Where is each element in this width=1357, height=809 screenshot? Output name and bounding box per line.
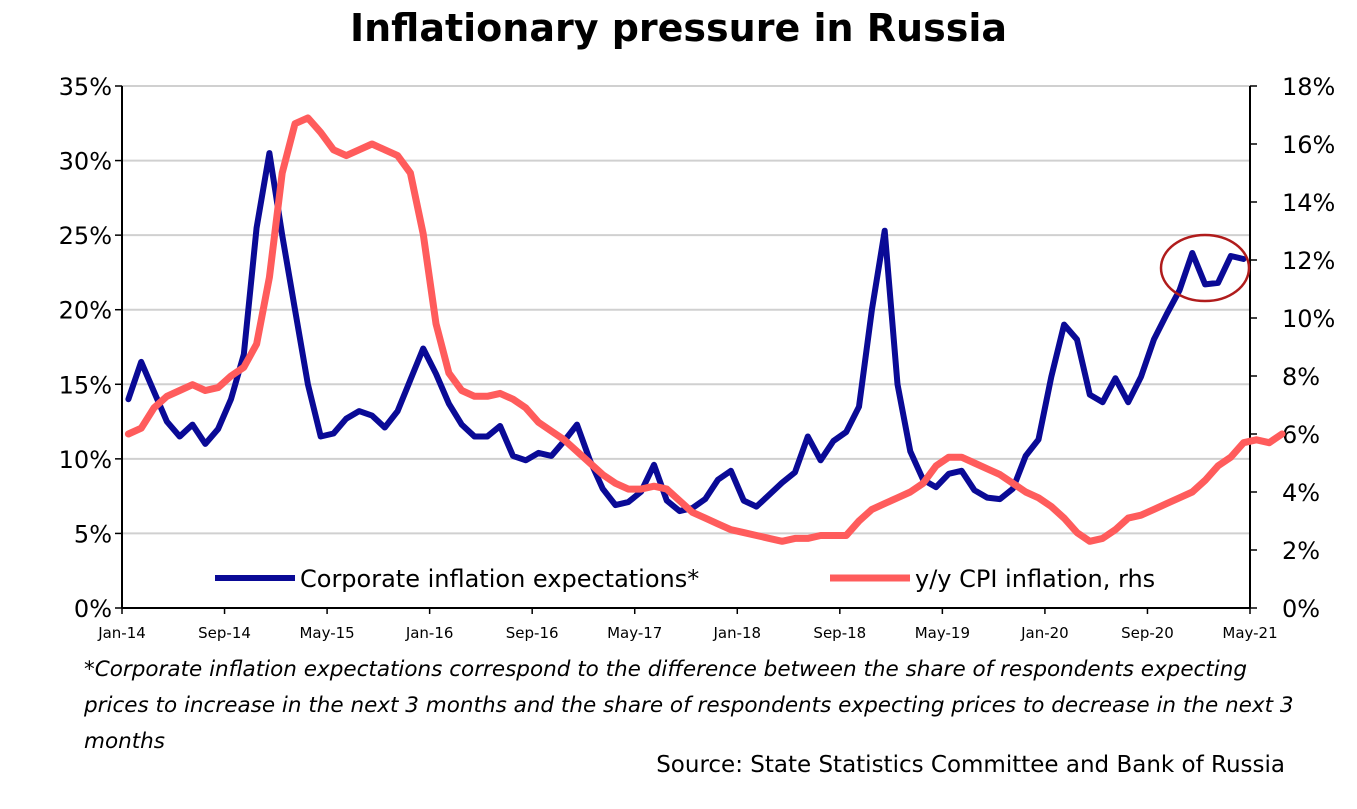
right-tick-label: 10% (1282, 305, 1335, 333)
highlight-circle (1159, 233, 1251, 303)
legend-label-cpi: y/y CPI inflation, rhs (915, 565, 1155, 593)
x-tick-label: May-19 (915, 624, 970, 642)
x-tick-label: Sep-14 (198, 624, 251, 642)
right-tick-label: 8% (1282, 363, 1320, 391)
right-tick-label: 2% (1282, 537, 1320, 565)
right-tick-label: 16% (1282, 131, 1335, 159)
x-tick-label: Jan-20 (1020, 624, 1069, 642)
source-note: Source: State Statistics Committee and B… (656, 752, 1285, 778)
right-tick-label: 4% (1282, 479, 1320, 507)
x-tick-label: May-15 (299, 624, 354, 642)
left-tick-label: 15% (59, 371, 112, 399)
left-tick-label: 0% (74, 595, 112, 623)
x-tick-label: Jan-16 (405, 624, 454, 642)
left-tick-label: 20% (59, 297, 112, 325)
right-tick-label: 12% (1282, 247, 1335, 275)
left-tick-label: 25% (59, 222, 112, 250)
x-tick-label: Jan-18 (712, 624, 761, 642)
right-tick-label: 14% (1282, 189, 1335, 217)
left-tick-label: 5% (74, 520, 112, 548)
x-tick-label: May-21 (1222, 624, 1277, 642)
right-tick-label: 0% (1282, 595, 1320, 623)
series-corporate-expectations-line (125, 150, 1247, 515)
right-tick-label: 18% (1282, 73, 1335, 101)
left-tick-label: 30% (59, 148, 112, 176)
series-cpi-inflation-line (124, 114, 1286, 545)
right-tick-label: 6% (1282, 421, 1320, 449)
left-tick-label: 35% (59, 73, 112, 101)
x-tick-label: Sep-16 (506, 624, 559, 642)
footnote: *Corporate inflation expectations corres… (84, 657, 1294, 754)
x-tick-label: May-17 (607, 624, 662, 642)
x-tick-label: Sep-20 (1121, 624, 1174, 642)
x-tick-label: Jan-14 (97, 624, 146, 642)
left-tick-label: 10% (59, 446, 112, 474)
legend-background (205, 555, 1205, 599)
legend-label-corporate: Corporate inflation expectations* (300, 565, 699, 593)
chart-title: Inflationary pressure in Russia (349, 6, 1007, 50)
x-tick-label: Sep-18 (813, 624, 866, 642)
